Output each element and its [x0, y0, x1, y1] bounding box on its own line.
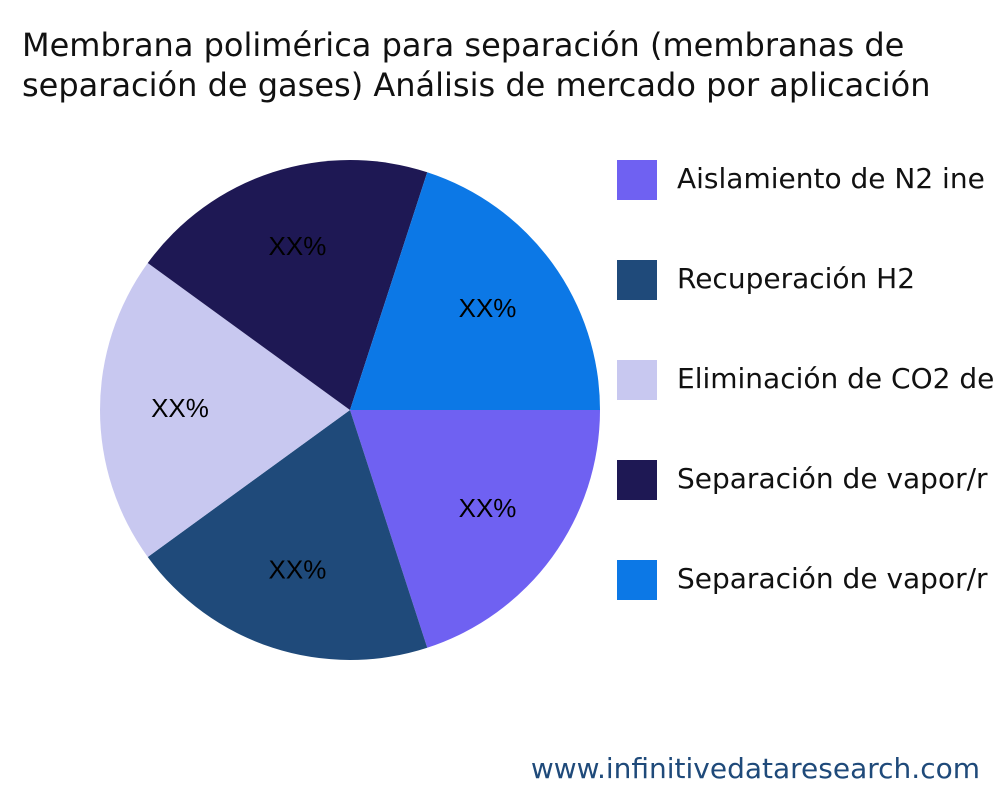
legend-swatch: [617, 560, 657, 600]
legend-label: Aislamiento de N2 ine: [677, 162, 985, 195]
source: www.infinitivedataresearch.com: [531, 752, 980, 785]
legend-label: Recuperación H2: [677, 262, 915, 295]
slice-label: XX%: [269, 555, 327, 585]
legend-swatch: [617, 460, 657, 500]
pie-slice: [350, 172, 600, 410]
pie-slice: [147, 160, 428, 410]
pie-slice: [350, 410, 600, 648]
chart-title: Membrana polimérica para separación (mem…: [22, 26, 904, 64]
legend-swatch: [617, 360, 657, 400]
legend-swatch: [617, 260, 657, 300]
slice-label: XX%: [459, 293, 517, 323]
slice-label: XX%: [151, 393, 209, 423]
pie-slice: [147, 410, 428, 660]
legend-swatch: [617, 160, 657, 200]
pie-slice: [100, 263, 350, 557]
chart-title: separación de gases) Análisis de mercado…: [22, 66, 931, 104]
legend-label: Separación de vapor/r: [677, 562, 988, 595]
slice-label: XX%: [459, 493, 517, 523]
legend-label: Eliminación de CO2 de: [677, 362, 994, 395]
legend-label: Separación de vapor/r: [677, 462, 988, 495]
slice-label: XX%: [269, 231, 327, 261]
